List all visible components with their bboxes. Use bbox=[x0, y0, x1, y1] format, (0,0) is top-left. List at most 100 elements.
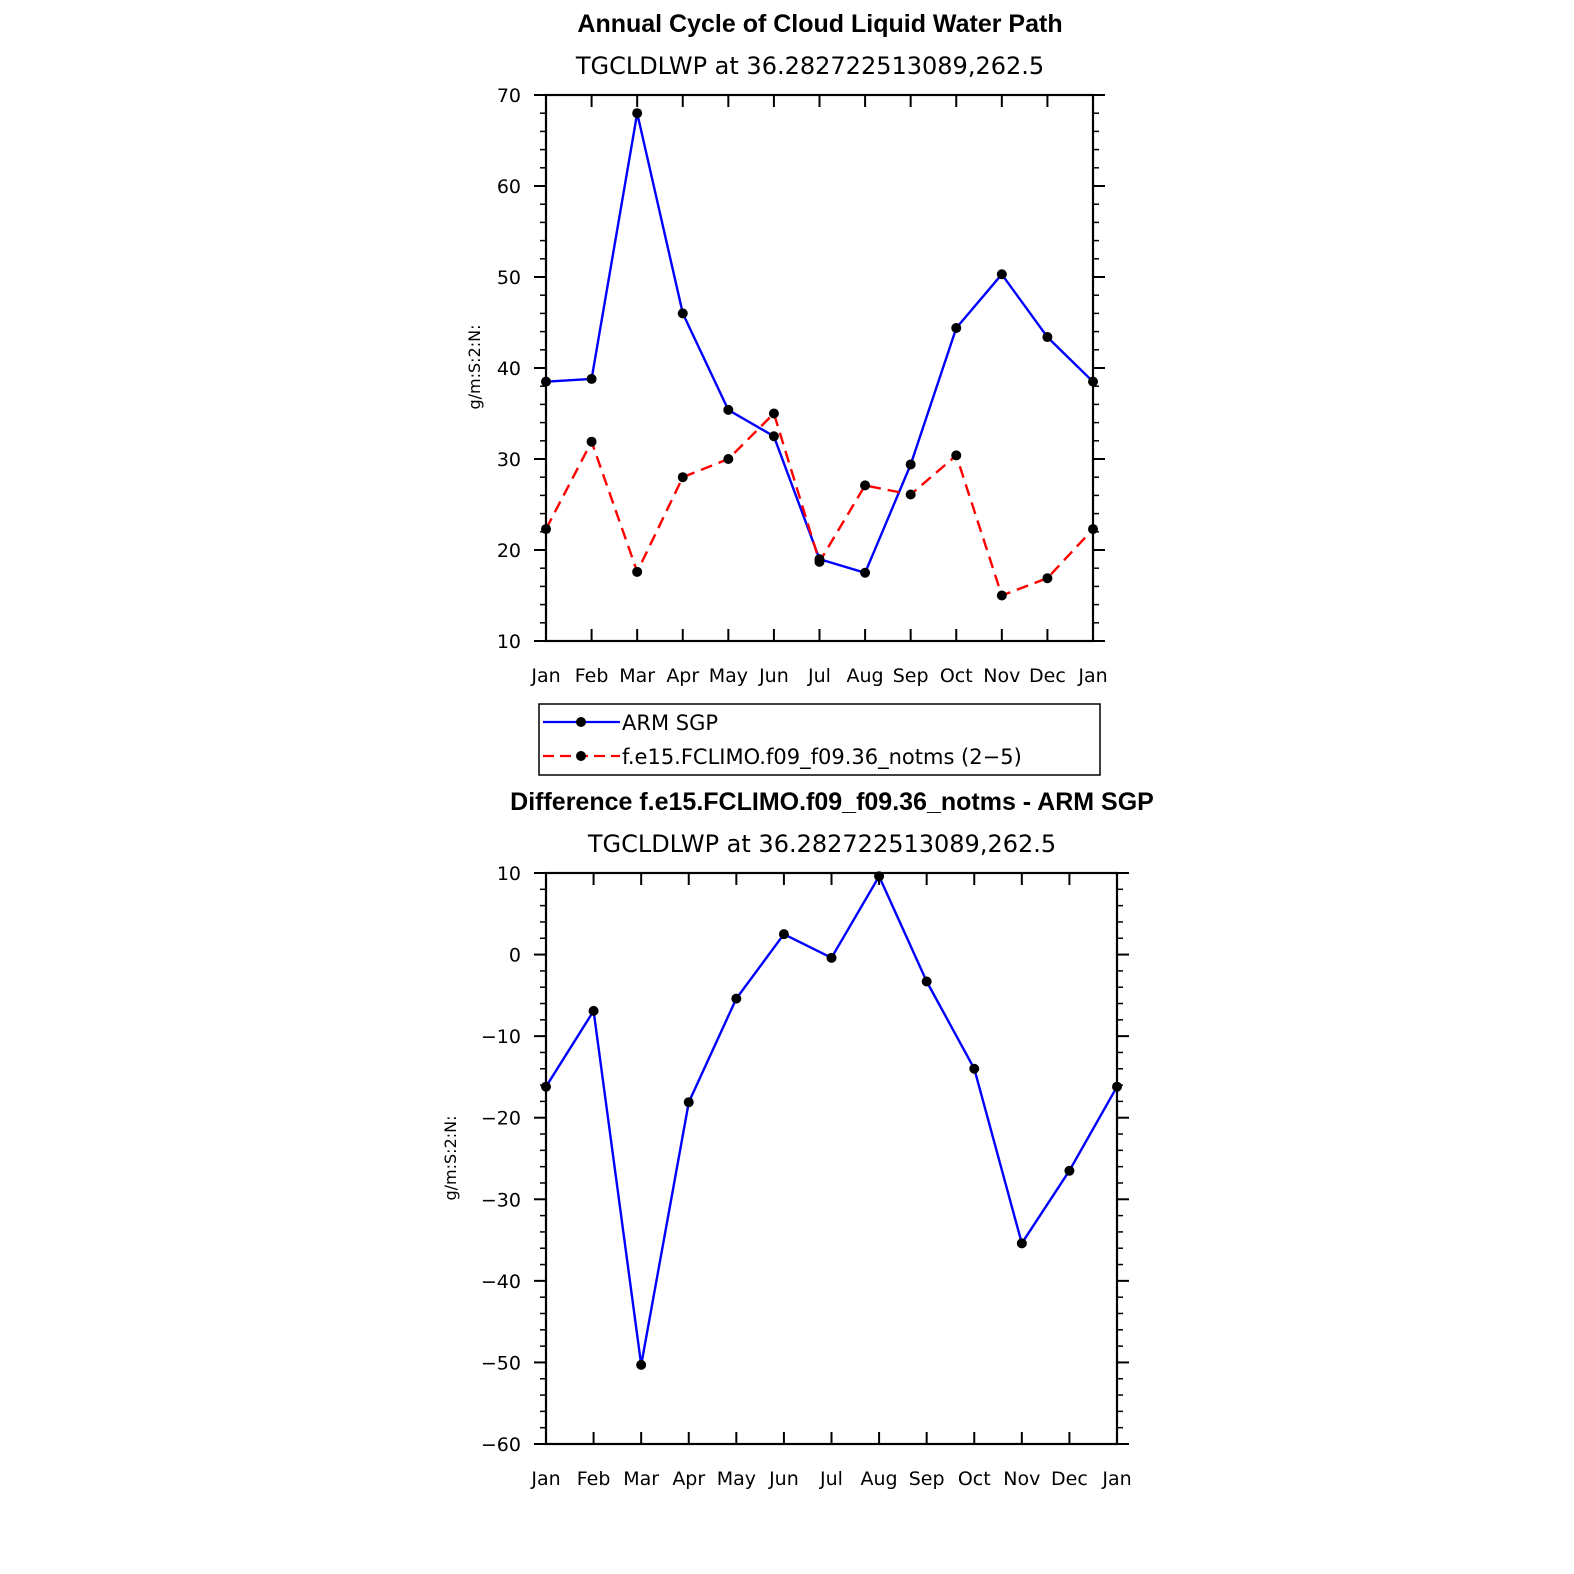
y-tick-label: 60 bbox=[497, 176, 521, 198]
x-tick-label-aug: Aug bbox=[861, 1468, 898, 1490]
data-point-arm-sgp-10 bbox=[996, 269, 1007, 280]
data-point-f-e15-fclimo-f09-f09-36-notms-2-5-10 bbox=[996, 590, 1007, 601]
x-tick-label-feb: Feb bbox=[575, 665, 609, 687]
y-tick-label: −20 bbox=[481, 1108, 521, 1130]
y-axis-label: g/m:S:2:N: bbox=[465, 325, 484, 410]
legend-label-arm-sgp: ARM SGP bbox=[622, 711, 718, 735]
y-tick-label: 50 bbox=[497, 267, 521, 289]
x-tick-label-mar: Mar bbox=[619, 665, 655, 687]
y-tick-label: 10 bbox=[497, 863, 521, 885]
x-tick-label-nov: Nov bbox=[1003, 1468, 1040, 1490]
y-tick-label: −50 bbox=[481, 1352, 521, 1374]
data-point-arm-sgp-3 bbox=[677, 308, 688, 319]
data-point-difference-10 bbox=[1016, 1238, 1027, 1249]
x-tick-label-jul: Jul bbox=[807, 665, 831, 687]
legend-marker-arm-sgp bbox=[576, 717, 586, 727]
chart-subtitle: TGCLDLWP at 36.282722513089,262.5 bbox=[575, 52, 1044, 80]
y-tick-label: 70 bbox=[497, 85, 521, 107]
x-tick-label-jun: Jun bbox=[768, 1468, 799, 1490]
x-tick-label-feb: Feb bbox=[577, 1468, 611, 1490]
x-tick-label-dec: Dec bbox=[1029, 665, 1066, 687]
x-tick-label-jan: Jan bbox=[1101, 1468, 1131, 1490]
data-point-f-e15-fclimo-f09-f09-36-notms-2-5-3 bbox=[677, 472, 688, 483]
legend: ARM SGP f.e15.FCLIMO.f09_f09.36_notms (2… bbox=[538, 703, 1101, 776]
y-tick-label: −30 bbox=[481, 1189, 521, 1211]
data-point-f-e15-fclimo-f09-f09-36-notms-2-5-0 bbox=[541, 524, 551, 535]
x-tick-label-may: May bbox=[717, 1468, 756, 1490]
legend-item-arm-sgp: ARM SGP bbox=[543, 711, 718, 735]
data-point-arm-sgp-4 bbox=[723, 404, 734, 415]
data-point-arm-sgp-11 bbox=[1042, 332, 1053, 343]
x-tick-label-jun: Jun bbox=[758, 665, 789, 687]
data-point-arm-sgp-1 bbox=[586, 373, 597, 384]
x-tick-label-jan: Jan bbox=[1077, 665, 1107, 687]
data-point-difference-8 bbox=[921, 976, 932, 987]
data-point-arm-sgp-7 bbox=[860, 567, 871, 578]
x-tick-label-dec: Dec bbox=[1051, 1468, 1088, 1490]
x-tick-label-aug: Aug bbox=[847, 665, 884, 687]
data-point-f-e15-fclimo-f09-f09-36-notms-2-5-12 bbox=[1088, 524, 1098, 535]
y-tick-label: −60 bbox=[481, 1434, 521, 1456]
data-point-arm-sgp-2 bbox=[632, 108, 643, 119]
y-tick-label: 30 bbox=[497, 449, 521, 471]
data-point-difference-7 bbox=[874, 871, 885, 882]
series-line-arm-sgp bbox=[545, 111, 1094, 574]
x-tick-label-jan: Jan bbox=[530, 665, 560, 687]
y-axis-label: g/m:S:2:N: bbox=[441, 1116, 460, 1201]
y-tick-label: 0 bbox=[509, 945, 521, 967]
data-point-f-e15-fclimo-f09-f09-36-notms-2-5-5 bbox=[768, 408, 779, 419]
y-tick-label: 10 bbox=[497, 631, 521, 653]
legend-item-model: f.e15.FCLIMO.f09_f09.36_notms (2−5) bbox=[543, 745, 1022, 770]
data-point-f-e15-fclimo-f09-f09-36-notms-2-5-8 bbox=[905, 489, 916, 500]
data-point-f-e15-fclimo-f09-f09-36-notms-2-5-7 bbox=[860, 480, 871, 491]
data-point-arm-sgp-9 bbox=[951, 322, 962, 333]
data-point-f-e15-fclimo-f09-f09-36-notms-2-5-6 bbox=[814, 556, 825, 567]
data-point-difference-12 bbox=[1112, 1081, 1122, 1092]
x-tick-label-jan: Jan bbox=[530, 1468, 560, 1490]
data-point-f-e15-fclimo-f09-f09-36-notms-2-5-11 bbox=[1042, 573, 1053, 584]
legend-box bbox=[538, 703, 1101, 776]
plot-area: Jan Feb Mar Apr May Jun Jul Aug Sep Oct Nov Dec Jan 1… bbox=[497, 85, 1108, 687]
data-point-difference-1 bbox=[588, 1005, 599, 1016]
x-tick-label-nov: Nov bbox=[983, 665, 1020, 687]
chart-subtitle: TGCLDLWP at 36.282722513089,262.5 bbox=[587, 830, 1056, 858]
data-point-difference-4 bbox=[731, 993, 742, 1004]
x-tick-label-sep: Sep bbox=[909, 1468, 945, 1490]
x-tick-label-mar: Mar bbox=[623, 1468, 659, 1490]
data-point-difference-3 bbox=[683, 1097, 694, 1108]
data-point-f-e15-fclimo-f09-f09-36-notms-2-5-9 bbox=[951, 450, 962, 461]
data-point-difference-5 bbox=[778, 929, 789, 940]
data-point-f-e15-fclimo-f09-f09-36-notms-2-5-4 bbox=[723, 454, 734, 464]
data-point-difference-2 bbox=[636, 1359, 647, 1370]
data-point-difference-0 bbox=[541, 1081, 551, 1092]
y-tick-label: 20 bbox=[497, 540, 521, 562]
data-point-difference-6 bbox=[826, 952, 837, 963]
data-point-difference-11 bbox=[1064, 1165, 1075, 1176]
y-tick-label: −10 bbox=[481, 1026, 521, 1048]
data-point-f-e15-fclimo-f09-f09-36-notms-2-5-2 bbox=[632, 566, 643, 577]
difference-panel: Difference f.e15.FCLIMO.f09_f09.36_notms… bbox=[441, 788, 1154, 1490]
data-point-f-e15-fclimo-f09-f09-36-notms-2-5-1 bbox=[586, 436, 597, 447]
data-point-arm-sgp-12 bbox=[1088, 376, 1098, 387]
chart-title: Difference f.e15.FCLIMO.f09_f09.36_notms… bbox=[510, 788, 1154, 816]
x-tick-label-sep: Sep bbox=[893, 665, 929, 687]
plot-area: Jan Feb Mar Apr May Jun Jul Aug Sep Oct Nov Dec Jan 1… bbox=[481, 863, 1132, 1490]
x-tick-label-oct: Oct bbox=[940, 665, 973, 687]
annual-cycle-panel: Annual Cycle of Cloud Liquid Water Path … bbox=[465, 10, 1108, 687]
x-tick-label-apr: Apr bbox=[672, 1468, 705, 1490]
data-point-difference-9 bbox=[969, 1063, 980, 1074]
legend-marker-model bbox=[576, 751, 586, 761]
y-tick-label: −40 bbox=[481, 1271, 521, 1293]
x-tick-label-may: May bbox=[709, 665, 748, 687]
data-point-arm-sgp-8 bbox=[905, 459, 916, 470]
x-tick-label-apr: Apr bbox=[666, 665, 699, 687]
data-point-arm-sgp-0 bbox=[541, 376, 551, 387]
series-line-difference bbox=[544, 875, 1119, 1367]
chart-title: Annual Cycle of Cloud Liquid Water Path bbox=[577, 10, 1062, 38]
data-point-arm-sgp-5 bbox=[768, 431, 779, 442]
x-tick-label-jul: Jul bbox=[819, 1468, 843, 1490]
series-line-f-e15-fclimo-f09-f09-36-notms-2-5 bbox=[544, 412, 1094, 597]
x-tick-label-oct: Oct bbox=[958, 1468, 991, 1490]
y-tick-label: 40 bbox=[497, 358, 521, 380]
